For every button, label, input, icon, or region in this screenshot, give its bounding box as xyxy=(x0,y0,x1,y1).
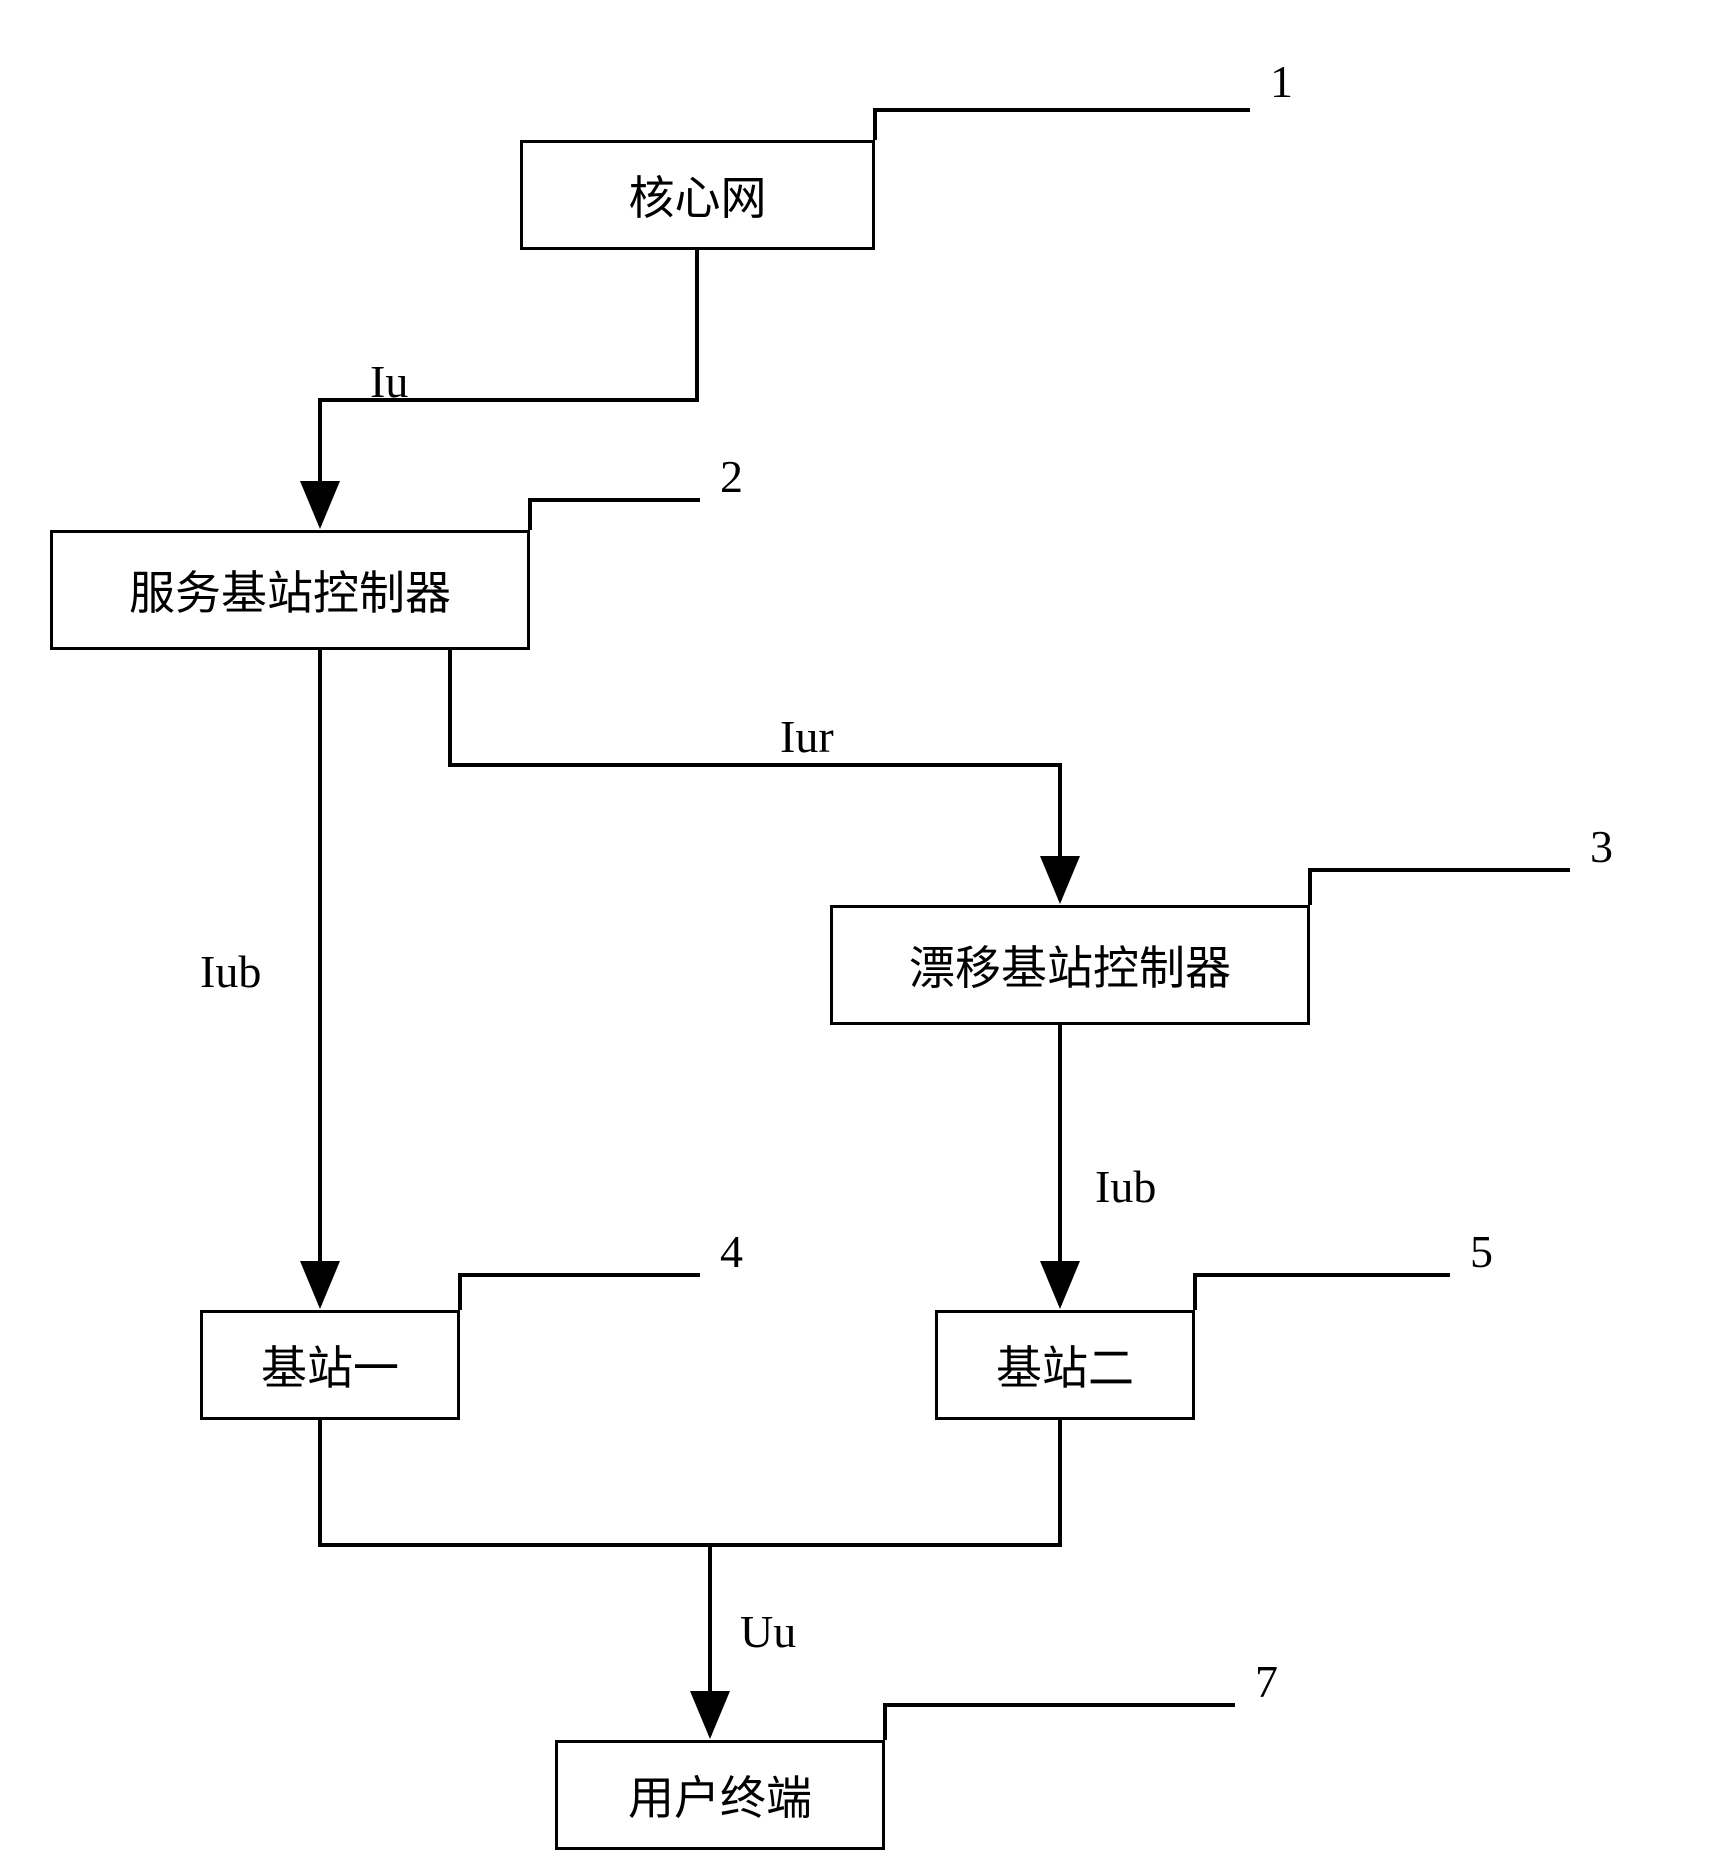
callout-1: 1 xyxy=(1270,55,1293,108)
base-station-1-label: 基站一 xyxy=(261,1332,399,1398)
callout-7: 7 xyxy=(1255,1655,1278,1708)
uu-edge-label: Uu xyxy=(740,1605,796,1658)
callout-2: 2 xyxy=(720,450,743,503)
callout-3: 3 xyxy=(1590,820,1613,873)
drift-bsc-node: 漂移基站控制器 xyxy=(830,905,1310,1025)
user-terminal-node: 用户终端 xyxy=(555,1740,885,1850)
drift-bsc-label: 漂移基站控制器 xyxy=(909,932,1231,998)
base-station-2-label: 基站二 xyxy=(996,1332,1134,1398)
user-terminal-label: 用户终端 xyxy=(628,1762,812,1828)
serving-bsc-label: 服务基站控制器 xyxy=(129,557,451,623)
iu-edge-label: Iu xyxy=(370,355,408,408)
core-network-label: 核心网 xyxy=(629,162,767,228)
serving-bsc-node: 服务基站控制器 xyxy=(50,530,530,650)
callout-5: 5 xyxy=(1470,1225,1493,1278)
core-network-node: 核心网 xyxy=(520,140,875,250)
base-station-1-node: 基站一 xyxy=(200,1310,460,1420)
iur-edge-label: Iur xyxy=(780,710,834,763)
base-station-2-node: 基站二 xyxy=(935,1310,1195,1420)
callout-4: 4 xyxy=(720,1225,743,1278)
iub1-edge-label: Iub xyxy=(200,945,261,998)
iub2-edge-label: Iub xyxy=(1095,1160,1156,1213)
